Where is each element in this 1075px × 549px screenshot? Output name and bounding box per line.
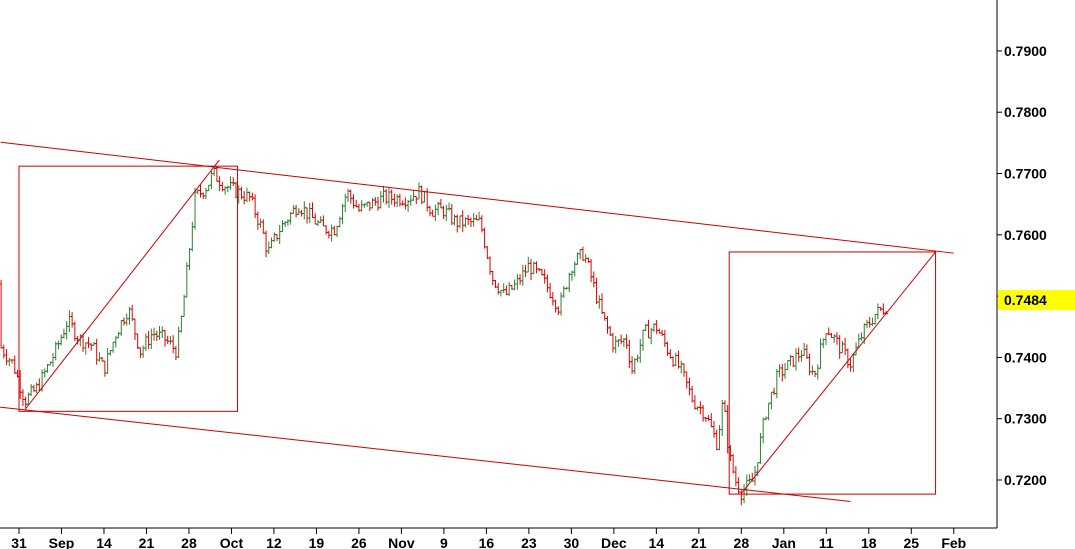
x-tick-label: 23: [521, 535, 537, 549]
x-tick-label: 28: [181, 535, 197, 549]
annotations: [0, 141, 954, 502]
x-tick-label: 28: [734, 535, 750, 549]
y-tick-label: 0.7400: [1004, 349, 1047, 365]
x-tick-label: 30: [564, 535, 580, 549]
last-price-tag: [998, 290, 1075, 310]
y-tick-label: 0.7300: [1004, 411, 1047, 427]
y-tick-label: 0.7900: [1004, 43, 1047, 59]
x-tick-label: 31: [11, 535, 27, 549]
x-tick-label: 19: [309, 535, 325, 549]
annotation-box: [728, 251, 937, 495]
y-tick-label: 0.7800: [1004, 104, 1047, 120]
channel-line: [0, 406, 851, 502]
x-tick-label: 12: [266, 535, 282, 549]
x-tick-label: 25: [904, 535, 920, 549]
y-tick-label: 0.7700: [1004, 166, 1047, 182]
x-tick-label: Dec: [601, 535, 627, 549]
x-tick-label: Nov: [388, 535, 415, 549]
x-tick-label: 21: [691, 535, 707, 549]
annotation-box: [18, 165, 239, 412]
x-tick-label: 14: [649, 535, 665, 549]
trend-line: [740, 251, 936, 494]
x-tick-label: Jan: [772, 535, 796, 549]
y-tick-label: 0.7200: [1004, 472, 1047, 488]
x-tick-label: 14: [96, 535, 112, 549]
y-tick-label: 0.7600: [1004, 227, 1047, 243]
x-tick-label: Oct: [220, 535, 244, 549]
x-tick-label: Sep: [49, 535, 75, 549]
x-tick-label: 11: [819, 535, 834, 549]
x-tick-label: 9: [440, 535, 448, 549]
last-price-label: 0.7484: [1004, 292, 1047, 308]
x-tick-label: 26: [351, 535, 367, 549]
x-tick-label: 21: [139, 535, 155, 549]
channel-line: [0, 141, 954, 254]
time-axis: 31 Sep 14 21 28 Oct 12 19 26 Nov 9 16 23 30 Dec 14 21 28 J…: [11, 528, 966, 549]
last-price-marker: 0.7484: [998, 290, 1075, 310]
trend-line: [24, 159, 220, 410]
x-tick-label: 16: [479, 535, 495, 549]
candles: [0, 165, 889, 506]
x-tick-label: 18: [861, 535, 877, 549]
x-tick-label: Feb: [941, 535, 966, 549]
